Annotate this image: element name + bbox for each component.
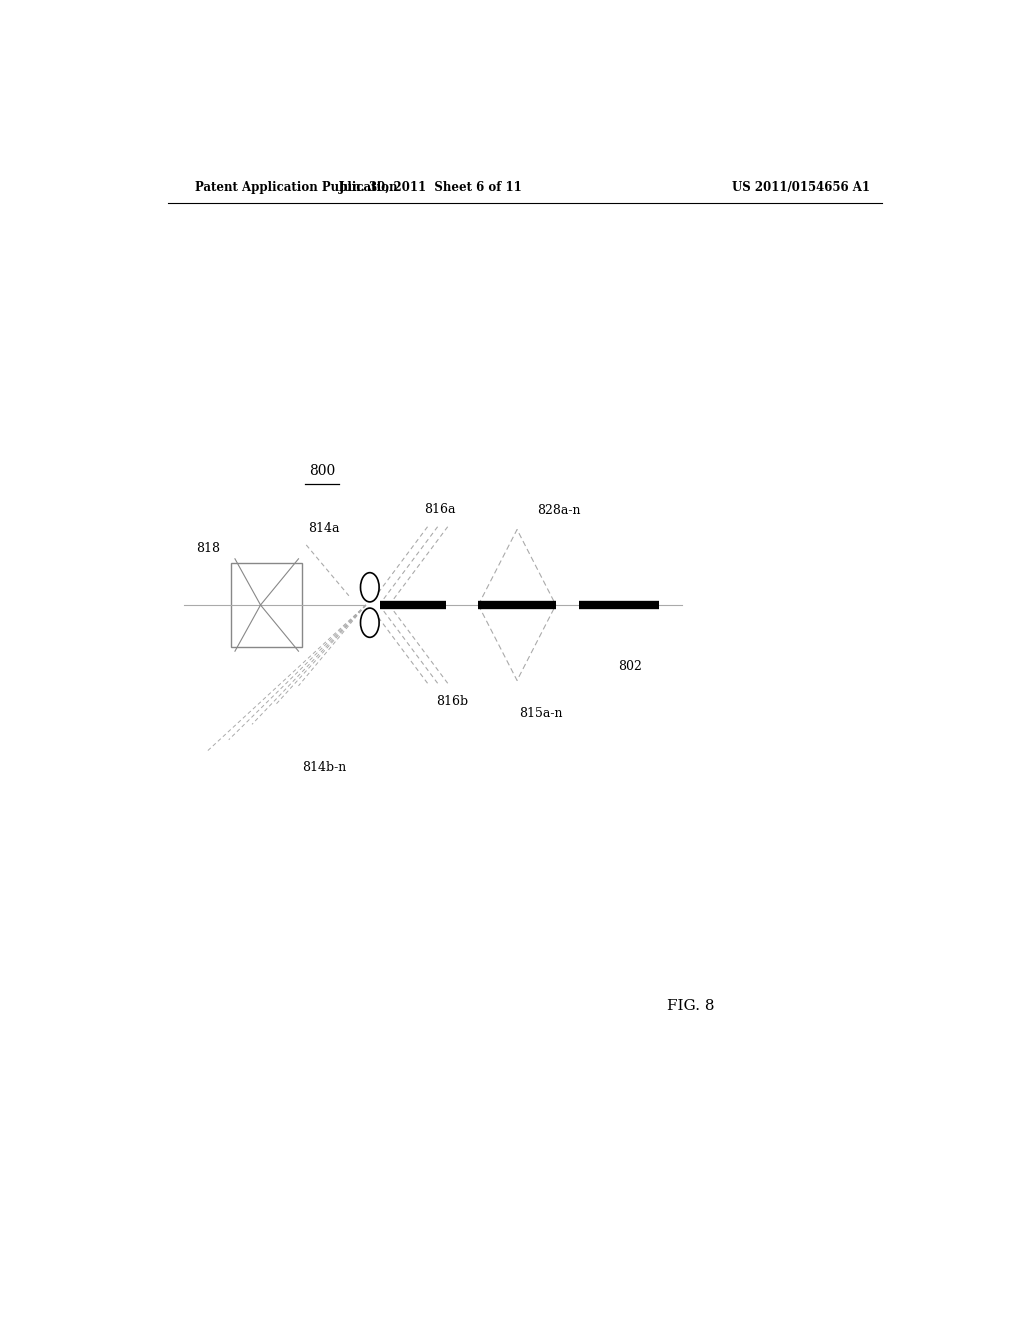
Text: 814b-n: 814b-n (302, 760, 347, 774)
Text: Jun. 30, 2011  Sheet 6 of 11: Jun. 30, 2011 Sheet 6 of 11 (338, 181, 522, 194)
Ellipse shape (360, 609, 379, 638)
Text: 814a: 814a (308, 521, 339, 535)
Text: 802: 802 (618, 660, 642, 673)
Bar (231, 562, 302, 647)
Text: 818: 818 (197, 543, 220, 554)
Text: 828a-n: 828a-n (538, 504, 581, 517)
Text: FIG. 8: FIG. 8 (667, 999, 714, 1014)
Text: Patent Application Publication: Patent Application Publication (196, 181, 398, 194)
Text: 816b: 816b (435, 696, 468, 708)
Text: US 2011/0154656 A1: US 2011/0154656 A1 (732, 181, 870, 194)
Text: 816a: 816a (424, 503, 456, 516)
Text: 800: 800 (308, 463, 335, 478)
Ellipse shape (360, 573, 379, 602)
Text: 815a-n: 815a-n (519, 706, 563, 719)
